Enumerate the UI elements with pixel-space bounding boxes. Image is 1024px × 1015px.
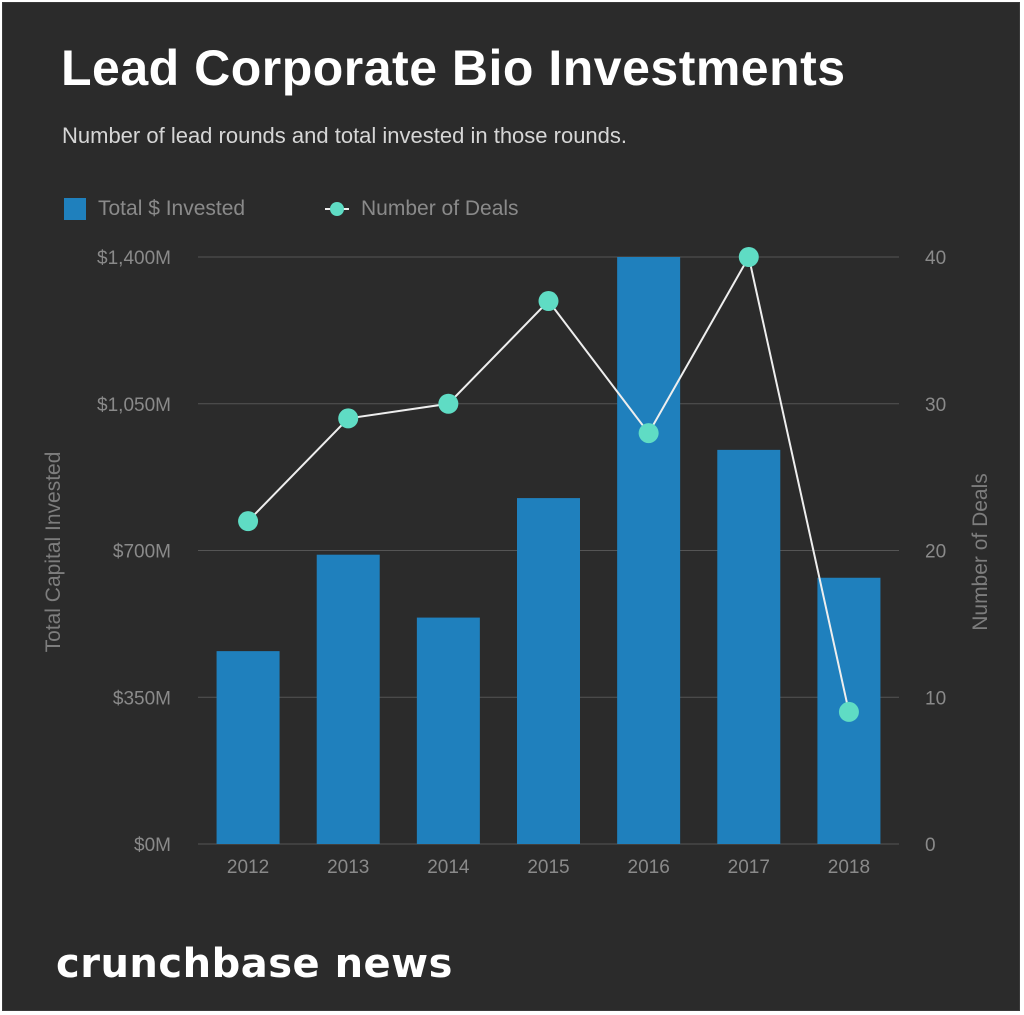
legend-label-bars: Total $ Invested	[98, 197, 246, 220]
x-tick-label: 2014	[427, 857, 470, 878]
legend-item-line: Number of Deals	[325, 196, 519, 222]
bar	[416, 617, 480, 844]
x-tick-label: 2012	[227, 857, 269, 878]
deals-point	[438, 393, 459, 414]
chart-title: Lead Corporate Bio Investments	[61, 40, 846, 96]
deals-point	[638, 423, 659, 444]
combo-chart: $0M $350M $700M $1,050M $1,400M 0 10 20 30 40 2012…	[42, 247, 992, 878]
deals-points	[238, 247, 859, 722]
y-tick-label-left: $1,050M	[97, 395, 171, 416]
x-tick-label: 2017	[728, 857, 770, 878]
x-tick-label: 2016	[628, 857, 670, 878]
y-tick-label-right: 0	[925, 835, 936, 856]
bar	[316, 554, 380, 844]
y-tick-label-right: 40	[925, 248, 946, 269]
y-tick-label-right: 20	[925, 542, 946, 563]
deals-point	[838, 701, 859, 722]
deals-point	[538, 291, 559, 312]
y-axis-title-right: Number of Deals	[969, 473, 992, 631]
y-tick-label-left: $0M	[134, 835, 171, 856]
deals-point	[738, 247, 759, 267]
deals-point	[238, 511, 259, 532]
brand-logo: crunchbase news	[56, 941, 453, 987]
y-tick-label-left: $1,400M	[97, 248, 171, 269]
bar	[216, 651, 280, 844]
bars	[216, 257, 881, 844]
y-tick-label-left: $700M	[113, 542, 171, 563]
y-tick-label-right: 10	[925, 688, 946, 709]
deals-point	[338, 408, 359, 429]
legend-line-swatch	[325, 202, 349, 216]
bar	[517, 498, 580, 844]
bar	[617, 257, 681, 844]
y-tick-label-left: $350M	[113, 688, 171, 709]
legend-bar-swatch	[64, 198, 86, 220]
x-tick-label: 2018	[828, 857, 870, 878]
x-tick-label: 2013	[327, 857, 369, 878]
y-axis-title-left: Total Capital Invested	[42, 452, 65, 653]
legend-label-line: Number of Deals	[361, 197, 519, 220]
y-tick-label-right: 30	[925, 395, 946, 416]
axis-ticks: $0M $350M $700M $1,050M $1,400M 0 10 20 30 40 2012…	[97, 248, 946, 878]
legend-item-bars: Total $ Invested	[64, 196, 245, 222]
chart-subtitle: Number of lead rounds and total invested…	[62, 123, 628, 148]
x-tick-label: 2015	[527, 857, 569, 878]
bar	[717, 449, 781, 844]
